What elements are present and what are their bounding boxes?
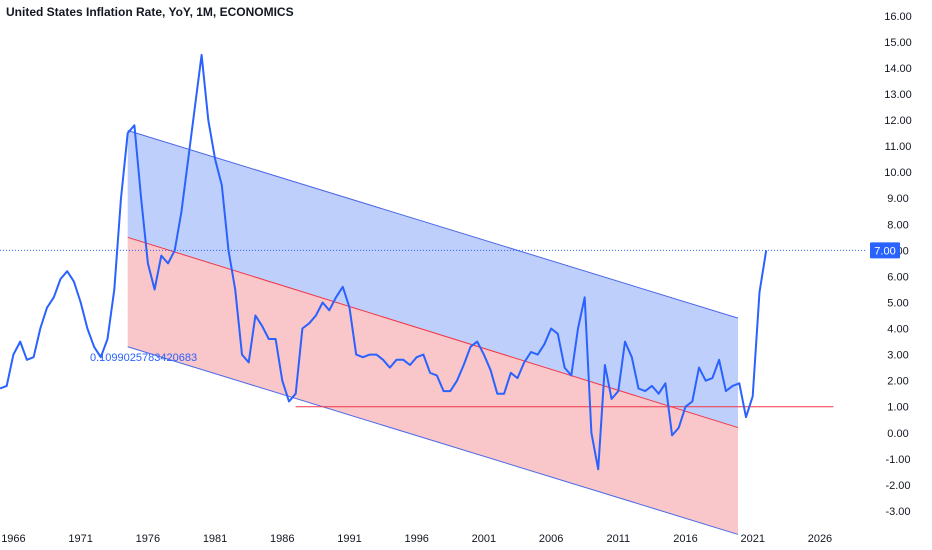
y-tick-label: 2.00 xyxy=(887,376,908,388)
y-tick-label: 5.00 xyxy=(887,297,908,309)
y-axis: -3.00 -2.00 -1.00 0.00 1.00 2.00 3.00 4.00 5.00 6… xyxy=(884,11,912,518)
x-tick-label: 1971 xyxy=(68,533,92,545)
y-tick-label: 9.00 xyxy=(887,193,908,205)
x-tick-label: 1966 xyxy=(1,533,25,545)
y-tick-label: 14.00 xyxy=(884,63,912,75)
x-tick-label: 2026 xyxy=(808,533,832,545)
y-tick-label: -2.00 xyxy=(885,480,910,492)
x-axis: 1966 1971 1976 1981 1986 1991 1996 2001 2006 2011… xyxy=(1,533,832,545)
x-tick-label: 1976 xyxy=(136,533,160,545)
x-tick-label: 2021 xyxy=(741,533,765,545)
y-tick-label: -3.00 xyxy=(885,506,910,518)
y-tick-label: 0.00 xyxy=(887,428,908,440)
last-value-marker: 7.00 xyxy=(0,242,900,259)
x-tick-label: 1986 xyxy=(270,533,294,545)
y-tick-label: 10.00 xyxy=(884,167,912,179)
y-tick-label: 6.00 xyxy=(887,271,908,283)
channel-upper-line xyxy=(127,130,739,319)
x-tick-label: 2011 xyxy=(606,533,630,545)
y-tick-label: -1.00 xyxy=(885,454,910,466)
x-tick-label: 2016 xyxy=(673,533,697,545)
channel-annotation: 0.1099025783420683 xyxy=(90,352,197,364)
chart-title: United States Inflation Rate, YoY, 1M, E… xyxy=(6,5,294,19)
x-tick-label: 1996 xyxy=(404,533,428,545)
y-tick-label: 4.00 xyxy=(887,324,908,336)
channel-coefficient-label: 0.1099025783420683 xyxy=(90,352,197,364)
inflation-line xyxy=(0,53,768,471)
last-value-label: 7.00 xyxy=(874,245,895,257)
y-tick-label: 16.00 xyxy=(884,11,912,23)
channel-lower-band xyxy=(127,237,738,535)
y-tick-label: 8.00 xyxy=(887,219,908,231)
regression-channel xyxy=(127,130,739,535)
y-tick-label: 13.00 xyxy=(884,89,912,101)
y-tick-label: 15.00 xyxy=(884,37,912,49)
channel-lower-line xyxy=(127,346,739,535)
x-tick-label: 1981 xyxy=(203,533,227,545)
channel-mid-line xyxy=(127,236,739,429)
x-tick-label: 2001 xyxy=(472,533,496,545)
y-tick-label: 1.00 xyxy=(887,402,908,414)
y-tick-label: 3.00 xyxy=(887,350,908,362)
x-tick-label: 1991 xyxy=(337,533,361,545)
y-tick-label: 12.00 xyxy=(884,115,912,127)
x-tick-label: 2006 xyxy=(539,533,563,545)
y-tick-label: 11.00 xyxy=(885,141,912,153)
last-value-badge xyxy=(870,242,900,259)
series-area xyxy=(0,53,768,471)
channel-upper-band xyxy=(127,130,738,428)
